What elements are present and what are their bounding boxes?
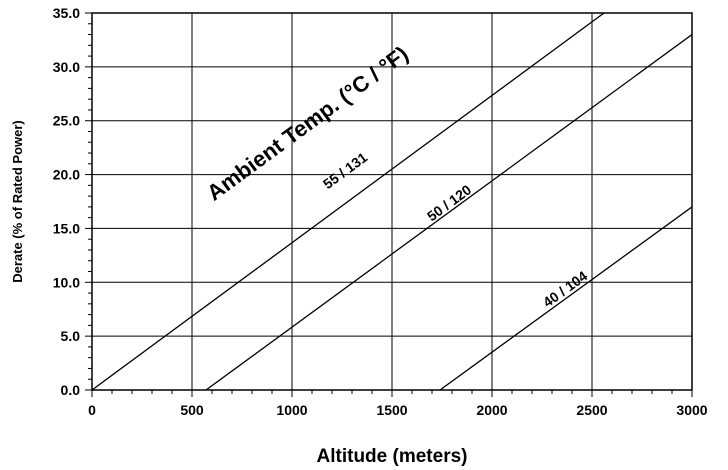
series-label-55-131: 55 / 131 xyxy=(320,149,370,192)
x-tick-label-500: 500 xyxy=(180,402,204,418)
y-tick-label-15.0: 15.0 xyxy=(53,220,80,236)
series-line-40-104 xyxy=(439,206,692,390)
x-axis-title: Altitude (meters) xyxy=(317,446,468,467)
x-tick-label-2500: 2500 xyxy=(576,402,607,418)
series-line-55-131 xyxy=(92,13,605,390)
x-tick-label-1000: 1000 xyxy=(276,402,307,418)
y-tick-label-5.0: 5.0 xyxy=(61,328,81,344)
x-tick-label-1500: 1500 xyxy=(376,402,407,418)
series-label-50-120: 50 / 120 xyxy=(424,181,474,224)
y-tick-label-10.0: 10.0 xyxy=(53,274,80,290)
y-axis-title: Derate (% of Rated Power) xyxy=(10,120,25,283)
series-layer xyxy=(92,13,692,390)
series-label-40-104: 40 / 104 xyxy=(540,268,591,311)
grid-layer xyxy=(92,13,692,390)
y-tick-label-35.0: 35.0 xyxy=(53,5,80,21)
x-tick-label-2000: 2000 xyxy=(476,402,507,418)
x-tick-label-3000: 3000 xyxy=(676,402,707,418)
label-layer: 55 / 131 50 / 120 40 / 104 Ambient Temp. (°… xyxy=(202,41,590,310)
x-tick-label-0: 0 xyxy=(88,402,96,418)
plot-frame xyxy=(91,12,693,391)
y-tick-label-20.0: 20.0 xyxy=(53,167,80,183)
axis-layer: 0 500 1000 1500 2000 2500 3000 0.0 5.0 10.0 15.0 20… xyxy=(10,5,708,467)
series-line-50-120 xyxy=(205,34,692,390)
ambient-temp-annotation: Ambient Temp. (°C / °F) xyxy=(202,41,413,205)
y-tick-label-25.0: 25.0 xyxy=(53,113,80,129)
y-tick-label-0.0: 0.0 xyxy=(61,382,81,398)
y-tick-label-30.0: 30.0 xyxy=(53,59,80,75)
